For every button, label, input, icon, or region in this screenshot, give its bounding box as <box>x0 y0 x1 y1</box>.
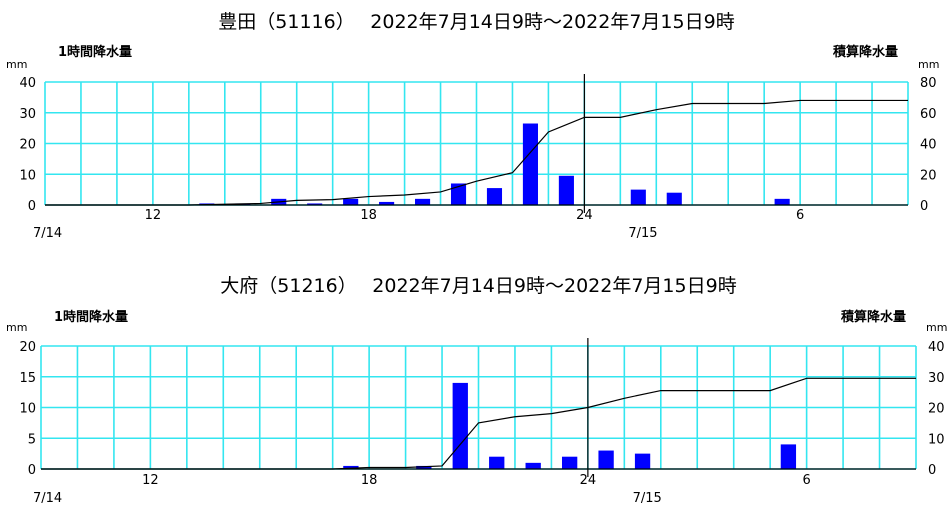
bar <box>307 203 323 205</box>
date-label: 7/15 <box>628 226 657 241</box>
chart-title: 大府（51216） 2022年7月14日9時～2022年7月15日9時 <box>220 275 736 297</box>
left-tick-label: 20 <box>19 340 36 355</box>
x-tick-label: 12 <box>142 473 159 488</box>
left-tick-label: 15 <box>19 371 36 386</box>
left-axis-label: 1時間降水量 <box>58 44 132 60</box>
right-axis-label: 積算降水量 <box>840 309 906 325</box>
x-tick-label: 24 <box>580 473 597 488</box>
right-tick-label: 60 <box>920 107 937 122</box>
x-tick-label: 6 <box>796 208 804 223</box>
bar <box>343 465 359 469</box>
bar <box>416 465 432 469</box>
x-tick-label: 24 <box>576 208 593 223</box>
bar-series <box>199 123 790 205</box>
right-tick-label: 80 <box>920 76 937 91</box>
bar <box>780 444 797 469</box>
bar <box>561 456 578 469</box>
left-tick-label: 0 <box>28 463 36 478</box>
bar <box>415 198 431 205</box>
right-tick-label: 0 <box>928 463 936 478</box>
date-label: 7/14 <box>33 491 62 506</box>
right-tick-label: 40 <box>920 138 937 153</box>
bar <box>522 123 538 205</box>
chart-obu: 大府（51216） 2022年7月14日9時～2022年7月15日9時 1時間降水… <box>6 275 947 506</box>
bar <box>774 198 790 205</box>
x-tick-label: 18 <box>360 208 377 223</box>
right-axis-label: 積算降水量 <box>832 44 898 60</box>
x-tick-label: 12 <box>145 208 162 223</box>
left-tick-label: 20 <box>19 138 36 153</box>
bar <box>558 175 574 205</box>
bar <box>489 456 505 469</box>
right-tick-label: 0 <box>920 199 928 214</box>
bar <box>452 382 468 469</box>
bar <box>630 189 646 205</box>
left-tick-label: 5 <box>28 432 36 447</box>
date-label: 7/14 <box>33 226 62 241</box>
bar <box>598 450 614 469</box>
left-tick-label: 10 <box>19 168 36 183</box>
chart-title: 豊田（51116） 2022年7月14日9時～2022年7月15日9時 <box>218 11 734 33</box>
bar <box>343 198 359 205</box>
left-unit: mm <box>6 58 27 71</box>
left-unit: mm <box>6 321 27 334</box>
left-axis-label: 1時間降水量 <box>54 309 128 325</box>
right-tick-label: 20 <box>928 402 945 417</box>
x-tick-label: 18 <box>361 473 378 488</box>
bar <box>379 201 395 205</box>
right-tick-label: 20 <box>920 168 937 183</box>
left-tick-label: 10 <box>19 402 36 417</box>
x-tick-label: 6 <box>802 473 810 488</box>
left-tick-label: 40 <box>19 76 36 91</box>
bar <box>634 453 651 469</box>
right-unit: mm <box>926 321 947 334</box>
left-tick-label: 30 <box>19 107 36 122</box>
left-tick-label: 0 <box>28 199 36 214</box>
chart-toyota: 豊田（51116） 2022年7月14日9時～2022年7月15日9時 1時間降水… <box>6 11 939 241</box>
right-tick-label: 10 <box>928 432 945 447</box>
bar <box>450 183 467 205</box>
bar <box>525 462 541 469</box>
right-tick-label: 40 <box>928 340 945 355</box>
date-label: 7/15 <box>633 491 662 506</box>
bar <box>486 188 503 205</box>
bar <box>666 192 682 205</box>
right-tick-label: 30 <box>928 371 945 386</box>
right-unit: mm <box>918 58 939 71</box>
bar-series <box>343 382 797 469</box>
